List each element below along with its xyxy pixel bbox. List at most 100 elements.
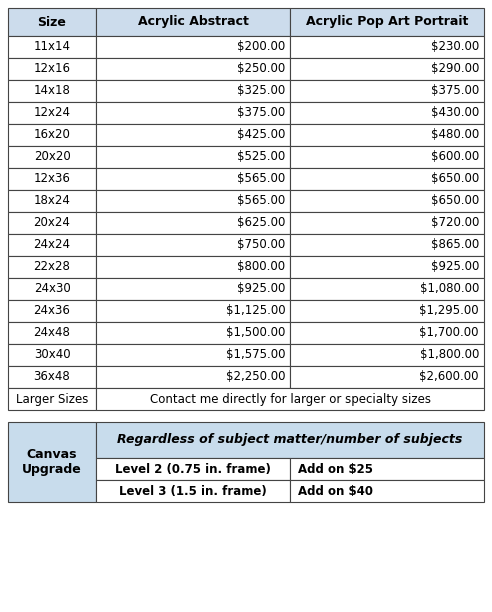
Text: $1,800.00: $1,800.00	[420, 348, 479, 362]
Bar	[290, 8, 484, 36]
Bar	[290, 234, 484, 256]
Text: Add on $40: Add on $40	[298, 485, 373, 498]
Text: $565.00: $565.00	[237, 173, 285, 185]
Text: 36x48: 36x48	[33, 370, 70, 384]
Text: $750.00: $750.00	[237, 239, 285, 252]
Bar	[8, 80, 96, 102]
Bar	[96, 388, 484, 410]
Text: $230.00: $230.00	[431, 40, 479, 53]
Text: $1,080.00: $1,080.00	[420, 283, 479, 296]
Text: $290.00: $290.00	[430, 62, 479, 75]
Bar	[96, 36, 290, 58]
Bar	[96, 58, 290, 80]
Bar	[96, 190, 290, 212]
Text: $565.00: $565.00	[237, 195, 285, 207]
Text: $650.00: $650.00	[431, 195, 479, 207]
Bar	[96, 458, 290, 480]
Bar	[8, 102, 96, 124]
Text: Acrylic Pop Art Portrait: Acrylic Pop Art Portrait	[306, 15, 468, 29]
Bar	[290, 458, 484, 480]
Text: 12x16: 12x16	[33, 62, 70, 75]
Text: 22x28: 22x28	[33, 261, 70, 274]
Bar	[8, 278, 96, 300]
Bar	[96, 256, 290, 278]
Bar	[8, 146, 96, 168]
Text: 20x20: 20x20	[33, 151, 70, 163]
Bar	[8, 8, 96, 36]
Text: Canvas
Upgrade: Canvas Upgrade	[22, 448, 82, 476]
Bar	[290, 344, 484, 366]
Text: $430.00: $430.00	[431, 106, 479, 119]
Bar	[290, 80, 484, 102]
Bar	[8, 256, 96, 278]
Bar	[8, 322, 96, 344]
Bar	[96, 212, 290, 234]
Text: 18x24: 18x24	[33, 195, 70, 207]
Text: $1,125.00: $1,125.00	[226, 305, 285, 318]
Text: $480.00: $480.00	[431, 129, 479, 141]
Text: Contact me directly for larger or specialty sizes: Contact me directly for larger or specia…	[150, 392, 430, 406]
Text: $425.00: $425.00	[237, 129, 285, 141]
Text: $1,295.00: $1,295.00	[419, 305, 479, 318]
Bar	[290, 212, 484, 234]
Text: 20x24: 20x24	[33, 217, 70, 230]
Bar	[96, 8, 290, 36]
Bar	[96, 344, 290, 366]
Text: $375.00: $375.00	[431, 84, 479, 97]
Text: Level 3 (1.5 in. frame): Level 3 (1.5 in. frame)	[119, 485, 267, 498]
Bar	[8, 422, 96, 502]
Text: 16x20: 16x20	[33, 129, 70, 141]
Bar	[96, 422, 484, 458]
Bar	[8, 212, 96, 234]
Bar	[290, 278, 484, 300]
Bar	[96, 102, 290, 124]
Bar	[8, 388, 96, 410]
Bar	[8, 58, 96, 80]
Text: $1,700.00: $1,700.00	[420, 326, 479, 340]
Text: $325.00: $325.00	[237, 84, 285, 97]
Bar	[290, 58, 484, 80]
Text: $625.00: $625.00	[237, 217, 285, 230]
Text: $2,250.00: $2,250.00	[226, 370, 285, 384]
Text: $720.00: $720.00	[430, 217, 479, 230]
Text: 12x24: 12x24	[33, 106, 70, 119]
Text: $375.00: $375.00	[237, 106, 285, 119]
Bar	[96, 234, 290, 256]
Text: $800.00: $800.00	[237, 261, 285, 274]
Text: $600.00: $600.00	[431, 151, 479, 163]
Bar	[290, 256, 484, 278]
Text: 24x24: 24x24	[33, 239, 70, 252]
Bar	[290, 322, 484, 344]
Bar	[96, 80, 290, 102]
Bar	[96, 278, 290, 300]
Text: 24x36: 24x36	[33, 305, 70, 318]
Bar	[8, 168, 96, 190]
Text: 30x40: 30x40	[34, 348, 70, 362]
Bar	[8, 300, 96, 322]
Bar	[96, 124, 290, 146]
Bar	[96, 322, 290, 344]
Bar	[8, 124, 96, 146]
Text: Add on $25: Add on $25	[298, 463, 373, 476]
Text: $1,500.00: $1,500.00	[226, 326, 285, 340]
Bar	[96, 300, 290, 322]
Text: $525.00: $525.00	[237, 151, 285, 163]
Text: $925.00: $925.00	[430, 261, 479, 274]
Text: 12x36: 12x36	[33, 173, 70, 185]
Bar	[96, 168, 290, 190]
Bar	[290, 190, 484, 212]
Bar	[290, 168, 484, 190]
Bar	[8, 344, 96, 366]
Bar	[8, 190, 96, 212]
Bar	[290, 124, 484, 146]
Bar	[8, 36, 96, 58]
Text: $200.00: $200.00	[237, 40, 285, 53]
Bar	[290, 36, 484, 58]
Bar	[290, 146, 484, 168]
Bar	[8, 234, 96, 256]
Text: 11x14: 11x14	[33, 40, 70, 53]
Bar	[96, 366, 290, 388]
Text: Size: Size	[37, 15, 66, 29]
Bar	[290, 366, 484, 388]
Text: $865.00: $865.00	[431, 239, 479, 252]
